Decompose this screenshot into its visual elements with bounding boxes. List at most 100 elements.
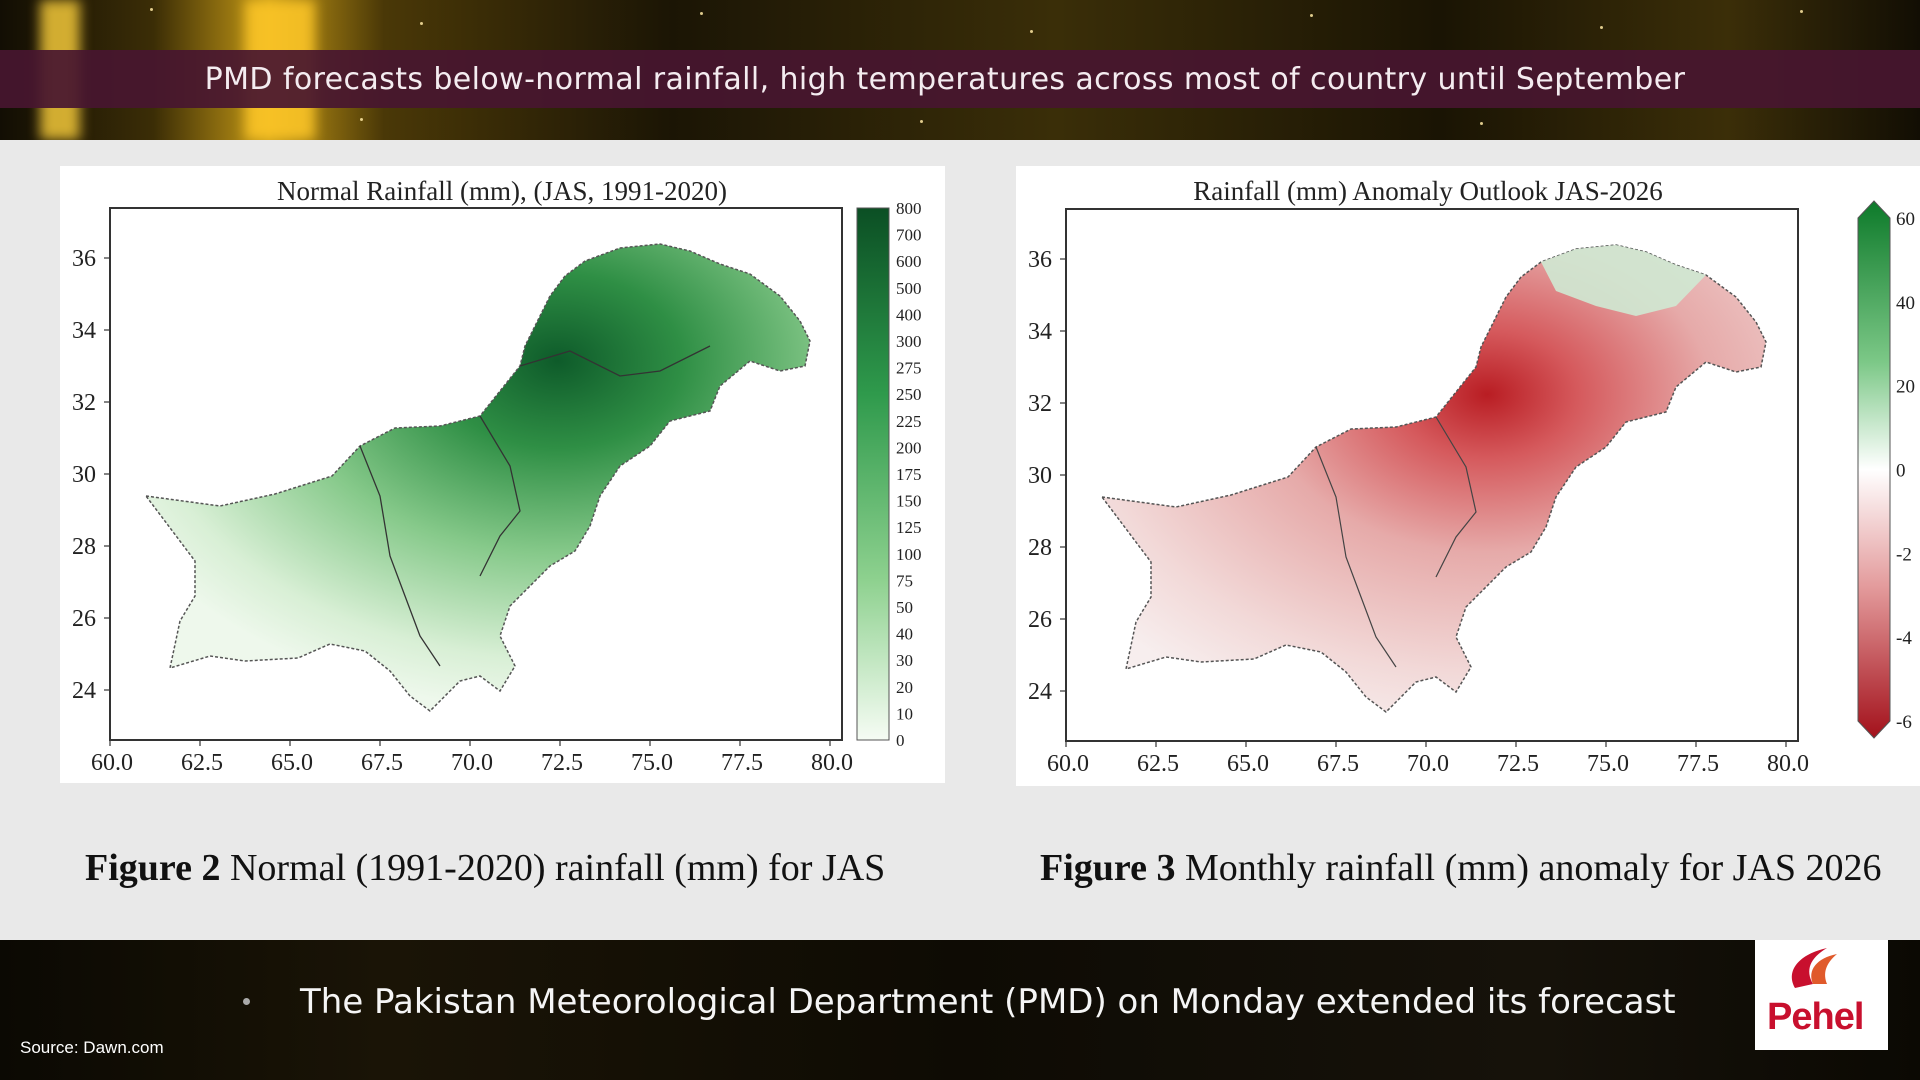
sparkle [1030,30,1033,33]
colorbar-label: 50 [896,598,913,617]
x-tick-label: 77.5 [721,750,763,776]
colorbar-label: 20 [896,678,913,697]
content-area: Normal Rainfall (mm), (JAS, 1991-2020) 8… [0,140,1920,940]
sparkle [1800,10,1803,13]
y-tick-label: 34 [1028,319,1052,345]
y-tick-label: 36 [72,246,96,272]
x-tick-label: 62.5 [181,750,223,776]
sparkle [920,120,923,123]
x-tick-label: 70.0 [1407,751,1449,777]
y-tick-label: 24 [1028,679,1052,705]
normal-rainfall-map: Normal Rainfall (mm), (JAS, 1991-2020) 8… [72,176,922,776]
bullet-dot [243,998,250,1005]
pehel-flame-logo [1791,948,1837,988]
x-tick-label: 72.5 [541,750,583,776]
x-tick-label: 62.5 [1137,751,1179,777]
y-tick-label: 32 [72,390,96,416]
sparkle [360,118,363,121]
colorbar-label: 250 [896,385,922,404]
x-tick-label: 80.0 [811,750,853,776]
logo-text: Pehel [1767,996,1864,1038]
colorbar-label: 10 [896,704,913,723]
colorbar-label: -4 [1896,628,1912,649]
colorbar-label: 125 [896,518,922,537]
sparkle [1310,14,1313,17]
source-credit: Source: Dawn.com [20,1038,164,1057]
sparkle [700,12,703,15]
y-tick-label: 24 [72,678,96,704]
headline-text: PMD forecasts below-normal rainfall, hig… [204,61,1686,97]
x-tick-label: 65.0 [1227,751,1269,777]
map-title: Normal Rainfall (mm), (JAS, 1991-2020) [277,176,727,206]
y-tick-label: 32 [1028,391,1052,417]
colorbar-label: 175 [896,465,922,484]
y-axis-ticks: 36 34 32 30 28 26 24 [1028,247,1066,705]
colorbar [1857,200,1891,739]
northern-green-region [1541,245,1706,316]
colorbar-label: 75 [896,571,913,590]
caption-label: Figure 3 [1040,847,1176,889]
x-tick-label: 80.0 [1767,751,1809,777]
y-tick-label: 34 [72,318,96,344]
colorbar [856,207,890,741]
colorbar-label: 200 [896,438,922,457]
y-tick-label: 26 [72,606,96,632]
colorbar-label: 100 [896,545,922,564]
colorbar-label: 600 [896,252,922,271]
colorbar-labels: 8007006005004003002752502252001751501251… [896,199,922,750]
colorbar-label: 500 [896,279,922,298]
colorbar-label: -6 [1896,712,1912,733]
x-tick-label: 77.5 [1677,751,1719,777]
y-tick-label: 36 [1028,247,1052,273]
province-border [359,345,711,667]
x-tick-label: 60.0 [91,750,133,776]
pakistan-shape [1100,244,1767,713]
sparkle [420,22,423,25]
colorbar-label: 700 [896,226,922,245]
colorbar-labels: 60 40 20 0 -2 -4 -6 [1896,209,1915,733]
top-banner-background: PMD forecasts below-normal rainfall, hig… [0,0,1920,140]
colorbar-label: 0 [1896,461,1906,482]
caption-text: Monthly rainfall (mm) anomaly for JAS 20… [1175,847,1882,889]
province-border [1315,416,1477,668]
colorbar-label: 400 [896,305,922,324]
rainfall-anomaly-map-panel: Rainfall (mm) Anomaly Outlook JAS-2026 6… [1016,166,1920,786]
pehel-logo: Pehel [1755,940,1888,1050]
colorbar-label: 150 [896,492,922,511]
x-tick-label: 65.0 [271,750,313,776]
ticker-text: The Pakistan Meteorological Department (… [300,982,1676,1022]
colorbar-label: 20 [1896,377,1915,398]
x-tick-label: 67.5 [361,750,403,776]
colorbar-label: 30 [896,651,913,670]
colorbar-label: 40 [896,625,913,644]
y-axis-ticks: 36 34 32 30 28 26 24 [72,246,110,704]
normal-rainfall-map-panel: Normal Rainfall (mm), (JAS, 1991-2020) 8… [60,166,945,783]
colorbar-label: 225 [896,412,922,431]
x-tick-label: 60.0 [1047,751,1089,777]
colorbar-label: 300 [896,332,922,351]
sparkle [1600,26,1603,29]
x-tick-label: 70.0 [451,750,493,776]
figure-3-caption: Figure 3 Monthly rainfall (mm) anomaly f… [1040,846,1882,890]
y-tick-label: 28 [72,534,96,560]
rainfall-anomaly-map: Rainfall (mm) Anomaly Outlook JAS-2026 6… [1028,176,1915,777]
news-ticker-bar: The Pakistan Meteorological Department (… [0,940,1920,1080]
sparkle [1480,122,1483,125]
colorbar-label: 60 [1896,209,1915,230]
y-tick-label: 26 [1028,607,1052,633]
colorbar-label: 40 [1896,293,1915,314]
x-tick-label: 72.5 [1497,751,1539,777]
map-title: Rainfall (mm) Anomaly Outlook JAS-2026 [1193,176,1662,206]
figure-2-caption: Figure 2 Normal (1991-2020) rainfall (mm… [85,846,885,890]
x-axis-ticks: 60.0 62.5 65.0 67.5 70.0 72.5 75.0 77.5 80.0 [1047,741,1809,777]
y-tick-label: 30 [1028,463,1052,489]
x-tick-label: 75.0 [1587,751,1629,777]
caption-text: Normal (1991-2020) rainfall (mm) for JAS [220,847,886,889]
sparkle [150,8,153,11]
x-tick-label: 75.0 [631,750,673,776]
colorbar-label: 0 [896,731,905,750]
x-axis-ticks: 60.0 62.5 65.0 67.5 70.0 72.5 75.0 77.5 80.0 [91,740,853,776]
caption-label: Figure 2 [85,847,221,889]
colorbar-label: -2 [1896,544,1912,565]
x-tick-label: 67.5 [1317,751,1359,777]
